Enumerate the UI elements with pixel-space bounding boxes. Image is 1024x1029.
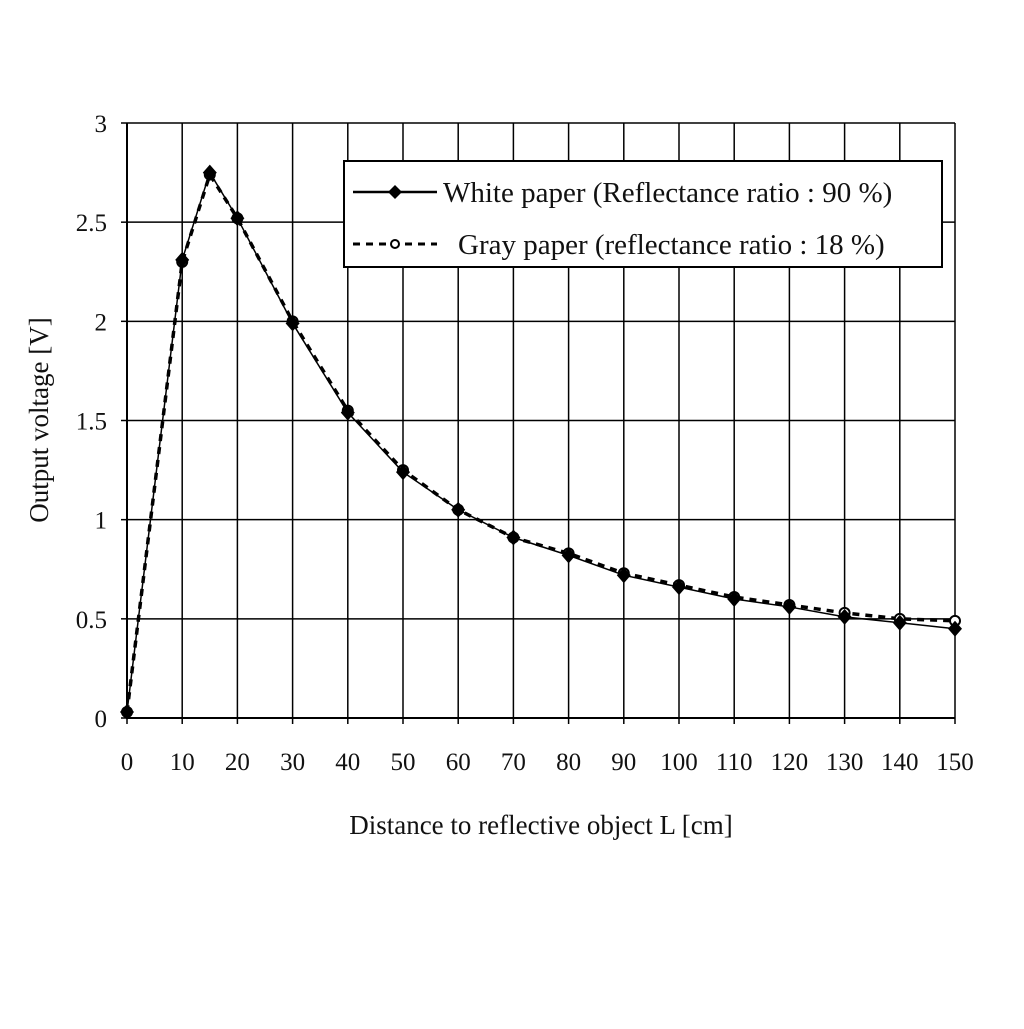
y-tick-label: 3 bbox=[95, 111, 108, 138]
y-tick-label: 2 bbox=[95, 309, 108, 336]
data-point-white bbox=[175, 251, 190, 268]
data-point-white bbox=[230, 210, 245, 227]
data-point-white bbox=[837, 608, 852, 625]
x-tick-label: 0 bbox=[121, 749, 134, 776]
data-point-white bbox=[782, 598, 797, 615]
x-tick-label: 70 bbox=[501, 749, 526, 776]
x-tick-label: 40 bbox=[335, 749, 360, 776]
x-tick-label: 140 bbox=[881, 749, 919, 776]
legend-label-gray: Gray paper (reflectance ratio : 18 %) bbox=[458, 229, 885, 261]
data-point-white bbox=[285, 315, 300, 332]
x-tick-label: 100 bbox=[660, 749, 698, 776]
data-point-white bbox=[396, 464, 410, 481]
data-point-white bbox=[561, 547, 576, 564]
x-tick-label: 90 bbox=[611, 749, 636, 776]
data-point-white bbox=[672, 579, 686, 596]
series-group bbox=[120, 164, 962, 721]
x-tick-label: 80 bbox=[556, 749, 581, 776]
x-axis-label: Distance to reflective object L [cm] bbox=[349, 810, 733, 840]
y-axis-label: Output voltage [V] bbox=[24, 317, 54, 522]
legend-marker-white bbox=[388, 185, 402, 199]
data-point-white bbox=[948, 620, 962, 637]
legend-marker-gray bbox=[390, 239, 400, 249]
y-tick-label: 0 bbox=[95, 706, 108, 733]
legend-box bbox=[343, 160, 943, 268]
x-tick-label: 60 bbox=[446, 749, 471, 776]
y-tick-label: 0.5 bbox=[76, 607, 107, 634]
data-point-white bbox=[451, 501, 466, 518]
data-point-white bbox=[892, 614, 907, 631]
data-point-white bbox=[340, 404, 355, 421]
x-tick-label: 130 bbox=[826, 749, 864, 776]
x-tick-label: 50 bbox=[391, 749, 416, 776]
data-point-white bbox=[506, 529, 521, 546]
data-point-white bbox=[727, 591, 742, 607]
x-tick-label: 20 bbox=[225, 749, 250, 776]
x-tick-label: 120 bbox=[771, 749, 809, 776]
legend: White paper (Reflectance ratio : 90 %) G… bbox=[343, 160, 943, 268]
y-tick-label: 2.5 bbox=[76, 210, 107, 237]
x-tick-label: 30 bbox=[280, 749, 305, 776]
axes: 0 10 20 30 40 50 60 70 80 90 100 110 120 130 140 150 0 0.… bbox=[76, 111, 974, 776]
data-point-white bbox=[616, 567, 631, 584]
x-tick-label: 110 bbox=[716, 749, 753, 776]
y-tick-label: 1 bbox=[95, 508, 108, 535]
y-tick-label: 1.5 bbox=[76, 409, 107, 436]
x-tick-label: 150 bbox=[936, 749, 974, 776]
x-tick-label: 10 bbox=[170, 749, 195, 776]
data-point-white bbox=[202, 164, 217, 181]
legend-label-white: White paper (Reflectance ratio : 90 %) bbox=[443, 177, 892, 209]
